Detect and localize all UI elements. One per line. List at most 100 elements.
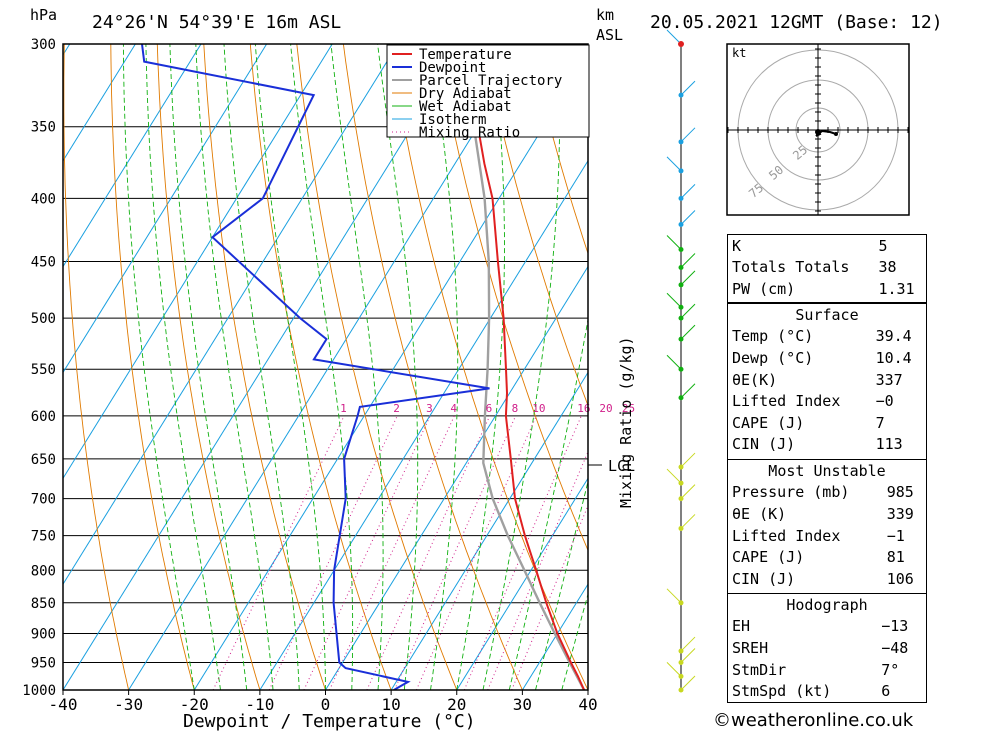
wind-barb-dot [678,480,684,486]
wet-adiabat-line [482,44,561,690]
surface-row: θE(K) 337 [728,369,926,391]
mixing-ratio-label: 4 [450,402,457,415]
surface-value: 10.4 [875,348,912,367]
mixing-ratio-line [487,450,588,690]
mixing-ratio-label: 6 [486,402,493,415]
x-tick-label: 30 [513,695,532,714]
surface-row: Temp (°C) 39.4 [728,326,926,348]
hpa-label: hPa [30,6,57,24]
isotherm-line [63,44,399,586]
wind-barb-dot [678,168,684,174]
dewpoint-line [141,44,490,690]
dry-adiabat-line [435,44,588,552]
mu-value: 106 [886,569,914,588]
mu-row: Lifted Index −1 [728,525,926,547]
wind-barb-dot [678,92,684,98]
index-label: PW (cm) [732,279,796,298]
dry-adiabat-line [482,44,588,407]
hodo-row: StmSpd (kt) 6 [728,680,926,702]
dry-adiabat-line [948,44,1000,690]
isotherm-line [63,44,268,374]
surface-value: 39.4 [875,327,912,346]
parcel-trajectory-line [455,44,586,690]
isotherm-line [390,371,588,690]
surface-row: CAPE (J) 7 [728,412,926,434]
wind-barb [680,80,696,96]
wind-barb [680,484,696,499]
mu-row: CAPE (J) 81 [728,546,926,568]
isotherm-line [63,44,202,268]
hodo-label: StmDir [732,660,787,679]
wind-barb [666,354,682,370]
isotherm-line [63,44,136,162]
wet-adiabat-line [535,479,588,690]
dry-adiabat-line [110,44,195,690]
mu-value: 339 [886,504,914,523]
mixing-ratio-line [463,415,582,690]
wind-barb-dot [678,496,684,502]
pressure-tick-label: 400 [31,191,56,207]
x-tick-label: 40 [578,695,597,714]
isotherm-line [0,44,4,690]
index-row: Totals Totals 38 [728,257,926,279]
surface-label: CAPE (J) [732,413,805,432]
wind-barb [680,253,696,268]
surface-value: 113 [875,435,903,454]
mixing-ratio-line [394,415,517,690]
mu-row: Pressure (mb) 985 [728,482,926,504]
index-value: 5 [878,236,888,255]
mu-label: Lifted Index [732,526,841,545]
surface-panel: Surface Temp (°C) 39.4 Dewp (°C) 10.4 θE(K… [727,303,927,460]
x-axis-label: Dewpoint / Temperature (°C) [183,711,476,732]
isotherm-line [259,159,588,690]
legend-dry-adiabat: Dry Adiabat [419,86,512,102]
wind-barb [680,270,696,286]
pressure-tick-label: 550 [31,362,56,378]
hodo-row: SREH −48 [728,637,926,659]
wet-adiabat-line [290,44,354,690]
dry-adiabat-line [528,44,588,255]
hodograph-storm-motion [815,129,821,135]
wind-barb [666,662,682,677]
wet-adiabat-line [254,44,326,690]
dry-adiabat-line [156,44,261,690]
mixing-ratio-line [415,415,537,690]
x-tick-label: 0 [321,695,331,714]
datetime-title: 20.05.2021 12GMT (Base: 12) [650,12,943,33]
pressure-tick-label: 350 [31,120,56,136]
mixing-ratio-label: 10 [532,402,545,415]
temperature-line [464,44,586,690]
isotherm-line [63,44,464,690]
surface-row: Dewp (°C) 10.4 [728,347,926,369]
mixing-ratio-line [268,415,398,690]
wind-barb-dot [678,282,684,288]
legend: Temperature Dewpoint Parcel Trajectory D… [386,44,590,141]
wind-barb [680,210,696,225]
wet-adiabat-line [122,44,195,690]
mixing-ratio-label: 3 [426,402,433,415]
mu-label: Pressure (mb) [732,483,850,502]
legend-temperature: Temperature [419,47,512,63]
wind-barb-dot [678,395,684,401]
wet-adiabat-line [456,44,505,690]
mixing-ratio-label: 16 [577,402,590,415]
index-row: PW (cm) 1.31 [728,278,926,300]
dry-adiabat-line [203,44,326,690]
surface-title: Surface [795,305,859,324]
isotherm-line [456,477,588,690]
index-value: 1.31 [878,279,915,298]
surface-label: θE(K) [732,370,778,389]
hodograph-params-title: Hodograph [786,595,868,614]
dry-adiabat-line [995,44,1000,690]
x-tick-label: 20 [447,695,466,714]
wind-barb-dot [678,673,684,679]
pressure-tick-label: 450 [31,255,56,271]
index-value: 38 [878,258,897,277]
wet-adiabat-line [169,44,248,690]
hodo-value: 6 [881,682,891,701]
legend-parcel: Parcel Trajectory [419,73,562,89]
x-tick-label: -40 [49,695,78,714]
hodo-value: 7° [881,660,900,679]
